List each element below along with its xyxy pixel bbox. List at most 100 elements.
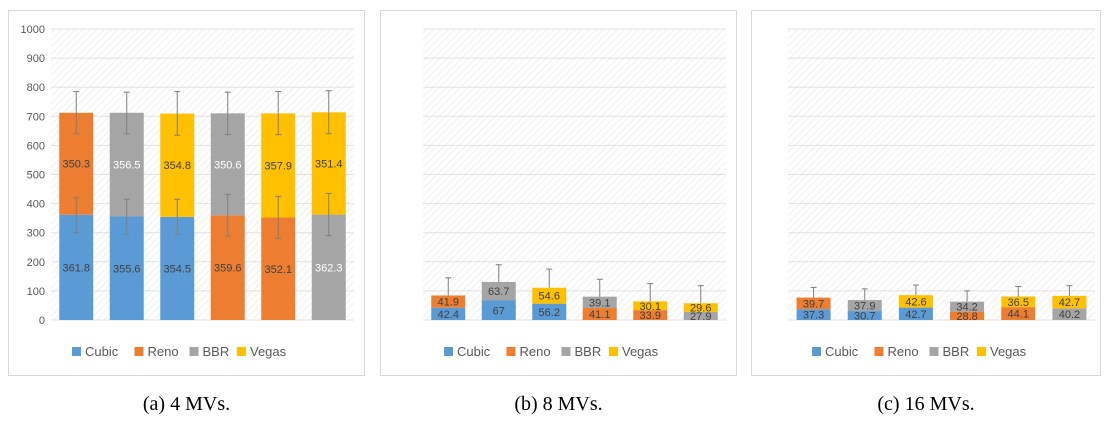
data-label: 356.5 xyxy=(113,160,141,172)
bar-segment-vegas xyxy=(1001,296,1036,308)
data-label: 352.1 xyxy=(264,264,292,276)
stacked-bar-chart-8mvs: 42.441.9 67 63.7 56.2 54.6 41.139.1 33.930.1 27… xyxy=(423,28,726,359)
caption-4mvs: (a) 4 MVs. xyxy=(142,393,231,415)
bar-segment-cubic xyxy=(898,307,933,320)
legend-swatch-bbr xyxy=(561,347,571,356)
legend-swatch-cubic xyxy=(812,347,821,356)
data-label: 39.1 xyxy=(589,297,610,309)
legend-swatch-bbr xyxy=(929,347,939,356)
data-label: 355.6 xyxy=(113,263,141,275)
bar-segment-bbr xyxy=(582,296,617,309)
data-label: 27.9 xyxy=(690,311,711,323)
bar-segment-reno xyxy=(950,311,985,320)
legend-label-cubic: Cubic xyxy=(85,344,119,359)
data-label: 29.6 xyxy=(690,303,711,315)
data-label: 30.1 xyxy=(640,301,661,313)
legend-label-cubic: Cubic xyxy=(457,344,491,359)
chart-panel-4mvs: 0 100 200 300 400 500 600 700 800 900 1000 361.8 350… xyxy=(8,10,365,376)
bar-segment-reno xyxy=(582,308,617,320)
bar-segment-cubic xyxy=(431,307,466,320)
data-label: 357.9 xyxy=(264,160,292,172)
bar-segment-reno xyxy=(431,295,466,308)
y-tick-label: 500 xyxy=(27,170,45,182)
stacked-bar-chart-16mvs: 37.339.730.737.942.742.628.834.244.136.5… xyxy=(788,28,1095,359)
legend-label-bbr: BBR xyxy=(575,344,602,359)
bar-segment-bbr xyxy=(847,300,882,312)
chart-panel-16mvs: 37.3 39.7 30.7 37.9 42.7 42.6 28.8 34.2 44.1 36.5… xyxy=(751,10,1101,376)
data-label: 44.1 xyxy=(1008,309,1029,321)
caption-8mvs: (b) 8 MVs. xyxy=(514,393,603,415)
data-label: 30.7 xyxy=(854,311,875,323)
y-tick-label: 600 xyxy=(27,140,45,152)
legend-swatch-vegas xyxy=(609,347,618,356)
bar-segment-vegas xyxy=(683,303,718,312)
legend-swatch-reno xyxy=(874,347,884,356)
data-label: 63.7 xyxy=(488,286,509,298)
legend-swatch-reno xyxy=(506,347,516,356)
legend-swatch-vegas xyxy=(977,347,986,356)
y-tick-label: 200 xyxy=(27,257,45,269)
bar-segment-reno xyxy=(633,310,668,320)
data-label: 362.3 xyxy=(315,262,343,274)
y-tick-label: 400 xyxy=(27,199,45,211)
y-tick-label: 700 xyxy=(27,111,45,123)
y-tick-label: 0 xyxy=(39,315,45,327)
bar-segment-bbr xyxy=(1052,308,1087,320)
legend-label-reno: Reno xyxy=(520,344,551,359)
data-label: 37.3 xyxy=(803,310,824,322)
legend-label-cubic: Cubic xyxy=(825,344,859,359)
bar-segment-vegas xyxy=(633,301,668,311)
data-label: 67 xyxy=(493,305,505,317)
bar-segment-cubic xyxy=(481,300,516,320)
data-label: 28.8 xyxy=(956,311,977,323)
legend-label-vegas: Vegas xyxy=(622,344,659,359)
data-label: 42.6 xyxy=(905,296,926,308)
data-label: 42.7 xyxy=(905,309,926,321)
bar-segment-bbr xyxy=(683,311,718,320)
stacked-bar-chart-4mvs: 0 100 200 300 400 500 600 700 800 900 1000 361.8 350… xyxy=(21,24,354,359)
data-label: 41.9 xyxy=(438,297,459,309)
legend-label-reno: Reno xyxy=(148,344,179,359)
legend-label-vegas: Vegas xyxy=(990,344,1027,359)
data-label: 34.2 xyxy=(956,302,977,314)
bar-segment-cubic xyxy=(532,303,567,320)
bar-segment-bbr xyxy=(950,301,985,312)
bar-segment-cubic xyxy=(847,311,882,320)
data-label: 350.3 xyxy=(62,159,90,171)
legend-label-vegas: Vegas xyxy=(250,344,287,359)
legend-label-bbr: BBR xyxy=(203,344,230,359)
data-label: 42.7 xyxy=(1059,297,1080,309)
data-label: 361.8 xyxy=(62,262,90,274)
data-label: 54.6 xyxy=(539,291,560,303)
data-label: 39.7 xyxy=(803,298,824,310)
data-label: 33.9 xyxy=(640,310,661,322)
legend-swatch-cubic xyxy=(72,347,81,356)
legend-label-reno: Reno xyxy=(888,344,919,359)
data-label: 42.4 xyxy=(438,309,459,321)
legend-swatch-reno xyxy=(134,347,144,356)
data-label: 354.5 xyxy=(163,263,191,275)
data-label: 359.6 xyxy=(214,263,242,275)
data-label: 36.5 xyxy=(1008,297,1029,309)
bar-segment-reno xyxy=(1001,307,1036,320)
bar-segment-bbr xyxy=(481,281,516,301)
data-label: 351.4 xyxy=(315,158,343,170)
data-label: 37.9 xyxy=(854,301,875,313)
y-tick-label: 800 xyxy=(27,82,45,94)
bar-segment-vegas xyxy=(532,287,567,304)
bar-segment-vegas xyxy=(1052,295,1087,309)
y-tick-label: 100 xyxy=(27,286,45,298)
caption-16mvs: (c) 16 MVs. xyxy=(877,393,975,415)
y-tick-label: 300 xyxy=(27,228,45,240)
y-tick-label: 900 xyxy=(27,53,45,65)
data-label: 41.1 xyxy=(589,309,610,321)
data-label: 40.2 xyxy=(1059,309,1080,321)
bar-segment-vegas xyxy=(898,295,933,308)
legend-label-bbr: BBR xyxy=(943,344,970,359)
data-label: 354.8 xyxy=(163,160,191,172)
bar-segment-reno xyxy=(796,297,831,310)
legend-swatch-bbr xyxy=(189,347,199,356)
data-label: 56.2 xyxy=(539,307,560,319)
chart-panel-8mvs: 42.4 41.9 67 63.7 56.2 54.6 41.1 39.1 33.9 30.1 27… xyxy=(380,10,737,376)
bar-segment-cubic xyxy=(796,309,831,320)
